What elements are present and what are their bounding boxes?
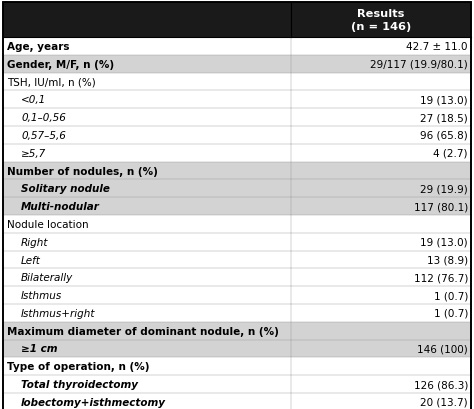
Text: Total thyroidectomy: Total thyroidectomy — [21, 379, 138, 389]
Bar — [3, 74, 471, 91]
Bar — [3, 304, 471, 322]
Bar — [3, 56, 471, 74]
Text: 96 (65.8): 96 (65.8) — [420, 130, 468, 141]
Bar — [3, 38, 471, 56]
Text: 42.7 ± 11.0: 42.7 ± 11.0 — [407, 42, 468, 52]
Bar — [3, 162, 471, 180]
Bar — [3, 357, 471, 375]
Bar — [3, 127, 471, 144]
Bar — [3, 233, 471, 251]
Text: 112 (76.7): 112 (76.7) — [414, 273, 468, 283]
Text: 146 (100): 146 (100) — [417, 344, 468, 354]
Text: Isthmus: Isthmus — [21, 290, 62, 300]
Text: Isthmus+right: Isthmus+right — [21, 308, 95, 318]
Text: 19 (13.0): 19 (13.0) — [420, 237, 468, 247]
Text: Solitary nodule: Solitary nodule — [21, 184, 110, 194]
Bar — [3, 251, 471, 269]
Bar — [3, 269, 471, 286]
Text: 13 (8.9): 13 (8.9) — [427, 255, 468, 265]
Text: 20 (13.7): 20 (13.7) — [420, 397, 468, 407]
Text: Type of operation, n (%): Type of operation, n (%) — [7, 362, 149, 371]
Text: lobectomy+isthmectomy: lobectomy+isthmectomy — [21, 397, 166, 407]
Bar — [3, 216, 471, 233]
Text: 117 (80.1): 117 (80.1) — [414, 202, 468, 211]
Bar — [3, 3, 471, 38]
Bar — [3, 144, 471, 162]
Text: Number of nodules, n (%): Number of nodules, n (%) — [7, 166, 158, 176]
Text: Results
(n = 146): Results (n = 146) — [351, 9, 411, 32]
Text: Age, years: Age, years — [7, 42, 70, 52]
Text: Maximum diameter of dominant nodule, n (%): Maximum diameter of dominant nodule, n (… — [7, 326, 279, 336]
Text: 1 (0.7): 1 (0.7) — [434, 290, 468, 300]
Bar — [3, 286, 471, 304]
Text: Multi-nodular: Multi-nodular — [21, 202, 100, 211]
Text: 27 (18.5): 27 (18.5) — [420, 113, 468, 123]
Text: 4 (2.7): 4 (2.7) — [434, 148, 468, 158]
Bar — [3, 198, 471, 216]
Text: 29/117 (19.9/80.1): 29/117 (19.9/80.1) — [370, 60, 468, 70]
Text: TSH, IU/ml, n (%): TSH, IU/ml, n (%) — [7, 77, 96, 87]
Text: Nodule location: Nodule location — [7, 219, 89, 229]
Bar — [3, 322, 471, 340]
Text: 1 (0.7): 1 (0.7) — [434, 308, 468, 318]
Text: ≥1 cm: ≥1 cm — [21, 344, 57, 354]
Bar — [3, 180, 471, 198]
Text: <0,1: <0,1 — [21, 95, 46, 105]
Text: 126 (86.3): 126 (86.3) — [414, 379, 468, 389]
Text: 19 (13.0): 19 (13.0) — [420, 95, 468, 105]
Bar — [3, 109, 471, 127]
Text: Bilaterally: Bilaterally — [21, 273, 73, 283]
Text: 0,1–0,56: 0,1–0,56 — [21, 113, 66, 123]
Text: Right: Right — [21, 237, 48, 247]
Bar — [3, 91, 471, 109]
Text: 29 (19.9): 29 (19.9) — [420, 184, 468, 194]
Bar — [3, 393, 471, 409]
Text: Gender, M/F, n (%): Gender, M/F, n (%) — [7, 60, 114, 70]
Text: ≥5,7: ≥5,7 — [21, 148, 46, 158]
Text: Left: Left — [21, 255, 41, 265]
Text: 0,57–5,6: 0,57–5,6 — [21, 130, 66, 141]
Bar — [3, 375, 471, 393]
Bar — [3, 340, 471, 357]
